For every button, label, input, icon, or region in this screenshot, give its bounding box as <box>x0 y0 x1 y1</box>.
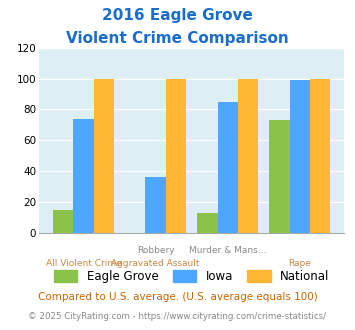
Text: Murder & Mans...: Murder & Mans... <box>189 246 267 254</box>
Bar <box>269 120 290 233</box>
Legend: Eagle Grove, Iowa, National: Eagle Grove, Iowa, National <box>49 265 334 288</box>
Text: Violent Crime Comparison: Violent Crime Comparison <box>66 31 289 46</box>
Bar <box>94 79 114 233</box>
Bar <box>73 119 94 233</box>
Bar <box>146 177 166 233</box>
Text: All Violent Crime: All Violent Crime <box>45 258 121 268</box>
Bar <box>290 80 310 233</box>
Bar <box>53 210 73 233</box>
Bar <box>166 79 186 233</box>
Text: Aggravated Assault: Aggravated Assault <box>111 258 200 268</box>
Text: Rape: Rape <box>289 258 311 268</box>
Bar <box>310 79 331 233</box>
Text: 2016 Eagle Grove: 2016 Eagle Grove <box>102 8 253 23</box>
Text: Robbery: Robbery <box>137 246 174 254</box>
Bar <box>218 102 238 233</box>
Bar <box>197 213 218 233</box>
Bar <box>238 79 258 233</box>
Text: © 2025 CityRating.com - https://www.cityrating.com/crime-statistics/: © 2025 CityRating.com - https://www.city… <box>28 312 327 321</box>
Text: Compared to U.S. average. (U.S. average equals 100): Compared to U.S. average. (U.S. average … <box>38 292 317 302</box>
